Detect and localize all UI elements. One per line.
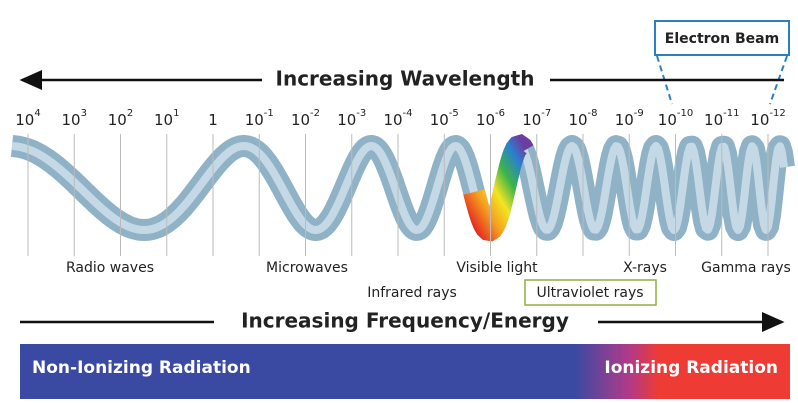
scale-exponent: 2	[127, 108, 133, 119]
non-ionizing-label: Non-Ionizing Radiation	[32, 358, 251, 378]
scale-label: 101	[154, 108, 179, 129]
scale-exponent: -5	[449, 108, 459, 119]
scale-exponent: -10	[677, 108, 693, 119]
scale-base: 10	[383, 111, 402, 129]
scale-base: 10	[15, 111, 34, 129]
electron-beam-label: Electron Beam	[665, 31, 779, 47]
scale-exponent: -2	[310, 108, 320, 119]
scale-base: 10	[522, 111, 541, 129]
ionizing-label: Ionizing Radiation	[604, 358, 778, 378]
scale-label: 10-3	[337, 108, 366, 129]
scale-exponent: -8	[588, 108, 598, 119]
diagram: 104103102101110-110-210-310-410-510-610-…	[0, 0, 798, 399]
scale-label: 102	[108, 108, 133, 129]
scale-base: 10	[62, 111, 81, 129]
scale-exponent: -7	[541, 108, 551, 119]
scale-label: 10-7	[522, 108, 551, 129]
region-label: X-rays	[623, 260, 667, 276]
scale-base: 10	[430, 111, 449, 129]
scale-label: 104	[15, 108, 40, 129]
scale-base: 1	[208, 111, 218, 129]
scale-label: 10-2	[291, 108, 320, 129]
region-label: Ultraviolet rays	[536, 285, 643, 301]
scale-label: 10-11	[704, 108, 739, 129]
wavelength-label: Increasing Wavelength	[276, 67, 535, 91]
scale-label: 103	[62, 108, 87, 129]
region-label: Microwaves	[266, 260, 348, 276]
scale-label: 10-8	[568, 108, 597, 129]
scale-exponent: -12	[769, 108, 785, 119]
scale-base: 10	[154, 111, 173, 129]
region-label: Radio waves	[66, 260, 154, 276]
scale-base: 10	[750, 111, 769, 129]
scale-label: 10-10	[658, 108, 693, 129]
scale-label: 10-5	[430, 108, 459, 129]
region-label: Infrared rays	[367, 285, 457, 301]
scale-exponent: -9	[634, 108, 644, 119]
scale-exponent: -4	[403, 108, 413, 119]
region-label: Visible light	[456, 260, 538, 276]
region-label: Gamma rays	[701, 260, 791, 276]
scale-label: 10-9	[615, 108, 644, 129]
scale-exponent: -1	[264, 108, 274, 119]
scale-base: 10	[615, 111, 634, 129]
scale-exponent: -6	[495, 108, 505, 119]
scale-label: 10-12	[750, 108, 785, 129]
scale-base: 10	[658, 111, 677, 129]
scale-label: 1	[208, 111, 218, 129]
scale-base: 10	[108, 111, 127, 129]
scale-label: 10-1	[245, 108, 274, 129]
scale-label: 10-4	[383, 108, 412, 129]
scale-base: 10	[337, 111, 356, 129]
scale-base: 10	[704, 111, 723, 129]
scale-exponent: 1	[173, 108, 179, 119]
scale-base: 10	[568, 111, 587, 129]
scale-exponent: -11	[723, 108, 739, 119]
scale-base: 10	[476, 111, 495, 129]
scale-base: 10	[245, 111, 264, 129]
scale-exponent: 4	[34, 108, 40, 119]
scale-exponent: -3	[356, 108, 366, 119]
scale-exponent: 3	[81, 108, 87, 119]
scale-base: 10	[291, 111, 310, 129]
scale-label: 10-6	[476, 108, 505, 129]
frequency-label: Increasing Frequency/Energy	[241, 309, 569, 333]
